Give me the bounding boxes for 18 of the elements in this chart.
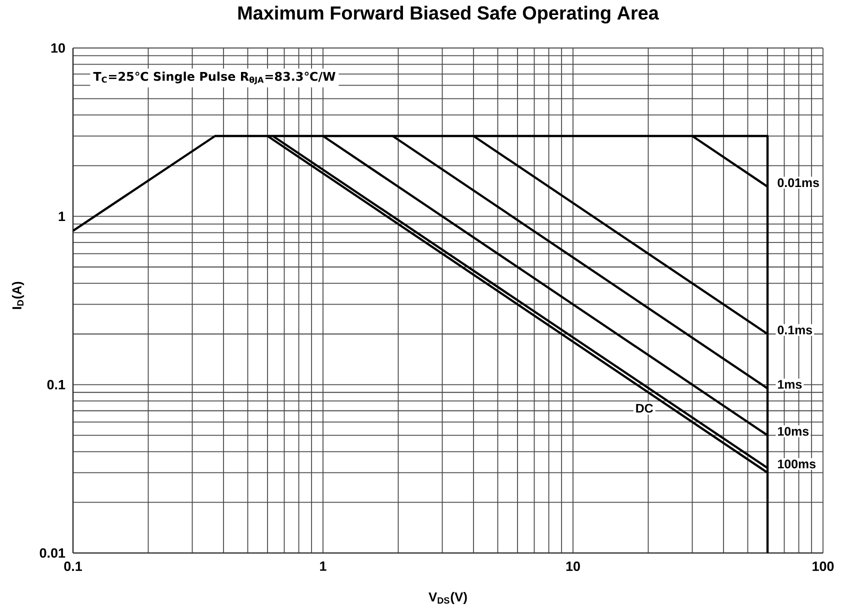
series-label: 1ms: [778, 380, 802, 389]
x-tick-label: 10: [566, 562, 580, 572]
series-label: 100ms: [778, 460, 816, 468]
y-tick-label: 10: [51, 43, 65, 53]
y-tick-label: 0.1: [47, 380, 66, 390]
x-axis-title: V$_{DS}$(V): [428, 592, 467, 604]
x-tick-label: 1: [320, 562, 326, 571]
y-tick-label: 1: [58, 212, 66, 221]
series-label: DC: [636, 404, 653, 413]
series-label: 0.1ms: [778, 326, 812, 334]
annotation: T$_{C}$=25℃ Single Pulse R$_{θJA}$=83.3℃/W: [93, 72, 336, 84]
x-tick-label: 100: [812, 562, 834, 572]
y-axis-title: I$_{D}$(A): [12, 282, 24, 309]
y-tick-label: 0.01: [40, 548, 66, 558]
x-tick-label: 0.1: [64, 562, 82, 572]
series-label: 10ms: [778, 426, 809, 436]
series-label: 0.01ms: [778, 178, 819, 188]
chart-title: Maximum Forward Biased Safe Operating Area: [238, 6, 659, 24]
